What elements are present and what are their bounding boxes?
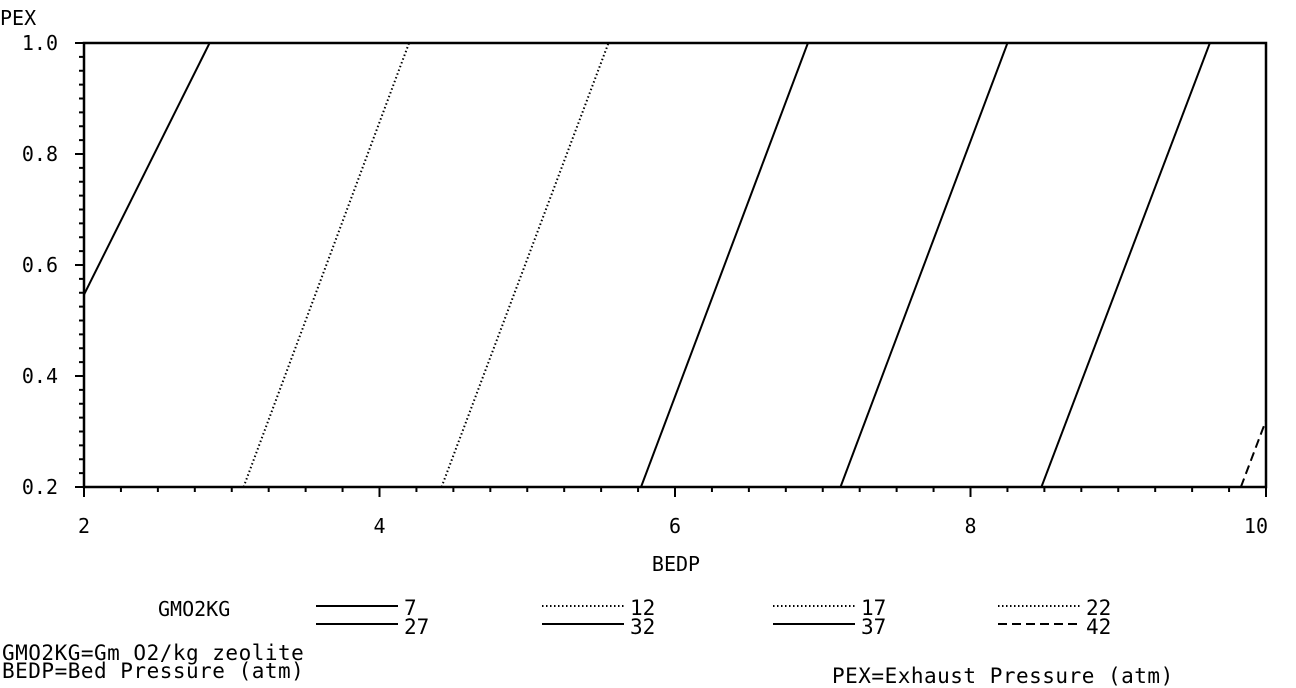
x-axis-label: BEDP bbox=[652, 552, 700, 576]
legend-label-12: 12 bbox=[630, 596, 655, 620]
series-line-7 bbox=[84, 43, 211, 297]
x-tick-label: 6 bbox=[669, 514, 681, 538]
legend: GMO2KG 7 12 17 22 27 32 37 42 bbox=[158, 596, 1111, 639]
y-axis-label: PEX bbox=[0, 6, 36, 30]
y-tick-label: 0.2 bbox=[22, 475, 58, 499]
x-tick-label: 2 bbox=[78, 514, 90, 538]
legend-title: GMO2KG bbox=[158, 597, 230, 621]
annotation-gmo2kg: GMO2KG=Gm O2/kg zeolite bbox=[2, 641, 305, 665]
legend-label-37: 37 bbox=[861, 615, 886, 639]
plot-frame bbox=[82, 41, 1268, 489]
series-line-27 bbox=[640, 43, 809, 487]
plot-border bbox=[82, 41, 1268, 489]
legend-label-27: 27 bbox=[404, 615, 429, 639]
y-tick-label: 0.6 bbox=[22, 253, 58, 277]
annotation-pex: PEX=Exhaust Pressure (atm) bbox=[832, 664, 1174, 688]
series-line-37 bbox=[1040, 43, 1211, 487]
x-tick-label: 8 bbox=[964, 514, 976, 538]
series-line-12 bbox=[242, 43, 410, 487]
legend-label-42: 42 bbox=[1086, 615, 1111, 639]
y-tick-label: 1.0 bbox=[22, 31, 58, 55]
series-line-32 bbox=[839, 43, 1009, 487]
legend-label-17: 17 bbox=[861, 596, 886, 620]
x-tick-label: 4 bbox=[373, 514, 385, 538]
y-tick-label: 0.8 bbox=[22, 142, 58, 166]
series-line-17 bbox=[440, 43, 610, 487]
y-tick-label: 0.4 bbox=[22, 364, 58, 388]
x-tick-label: 10 bbox=[1244, 514, 1268, 538]
x-axis: 2 4 6 8 10 bbox=[78, 487, 1268, 538]
legend-label-32: 32 bbox=[630, 615, 655, 639]
annotation-bedp: BEDP=Bed Pressure (atm) bbox=[2, 659, 305, 683]
legend-label-22: 22 bbox=[1086, 596, 1111, 620]
y-axis: 0.2 0.4 0.6 0.8 1.0 bbox=[22, 31, 84, 499]
series-layer bbox=[84, 43, 1266, 487]
legend-label-7: 7 bbox=[404, 596, 417, 620]
series-line-42 bbox=[1239, 420, 1266, 487]
